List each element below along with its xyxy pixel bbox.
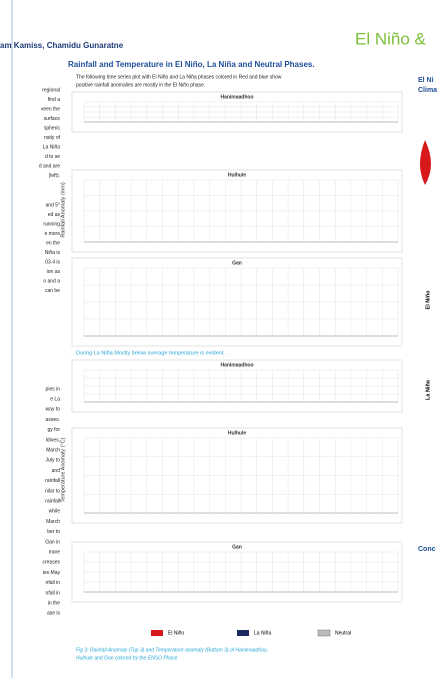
text-fragment: gy for <box>47 427 60 433</box>
legend-swatch <box>237 630 249 636</box>
poster-title: El Niño & <box>355 29 427 48</box>
panel-title: Gan <box>232 544 242 550</box>
panel-title: Gan <box>232 260 242 266</box>
legend-swatch <box>151 630 163 636</box>
text-fragment: can be <box>45 288 60 294</box>
finding-note: During La Niña Mostly below average temp… <box>76 350 225 356</box>
map-label: El Niño <box>425 290 431 310</box>
text-fragment: Gan in <box>45 539 60 545</box>
text-fragment: March <box>46 448 60 454</box>
panel-title: Hanimaadhoo <box>220 362 253 368</box>
text-fragment: regional <box>42 87 60 93</box>
right-heading: Clima <box>418 87 437 94</box>
authors: am Kamiss, Chamidu Gunaratne <box>0 41 124 50</box>
legend-label: La Niña <box>254 630 271 636</box>
legend-label: El Niño <box>168 630 184 636</box>
text-fragment: ed as <box>48 212 61 218</box>
text-fragment: o and a <box>43 278 60 284</box>
panel-title: Hanimaadhoo <box>220 94 253 100</box>
text-fragment: en the <box>46 240 60 246</box>
text-fragment: ies May <box>43 570 61 576</box>
chart-panels: Hanimaadhoo Hulhule Gan Hanimaadhoo Hulhule G… <box>71 91 403 603</box>
text-fragment: rainfall <box>45 478 60 484</box>
text-fragment: (left). <box>49 173 60 179</box>
section-heading: Rainfall and Temperature in El Niño, La … <box>68 60 315 69</box>
text-fragment: veen the <box>41 106 60 112</box>
text-fragment: d to se <box>45 154 60 160</box>
text-fragment: while <box>49 509 61 515</box>
text-fragment: nilar to <box>45 488 60 494</box>
map-shape <box>420 140 431 185</box>
text-fragment: way to <box>46 407 61 413</box>
text-fragment: running <box>43 221 60 227</box>
legend-label: Neutral <box>335 630 351 636</box>
text-fragment: nfall in <box>46 590 61 596</box>
map-label: La Niña <box>425 379 431 400</box>
text-fragment: La Niña <box>43 144 60 150</box>
intro-line: positive rainfall anomalies are mostly i… <box>76 82 205 88</box>
text-fragment: nsity of <box>44 135 60 141</box>
text-fragment: and <box>52 468 61 474</box>
figure-caption: Hulhule and Gan colored by the ENSO Phas… <box>76 655 178 661</box>
text-fragment: ldives, <box>46 437 60 443</box>
panel-title: Hulhule <box>228 172 247 178</box>
text-fragment: March <box>46 519 60 525</box>
text-fragment: in the <box>48 601 60 607</box>
y-axis-label: Rainfall Anomaly (mm) <box>60 182 66 237</box>
text-fragment: nfall in <box>46 580 61 586</box>
right-heading: El Ni <box>418 77 434 84</box>
legend-swatch <box>317 629 331 637</box>
text-fragment: July to <box>46 458 61 464</box>
text-fragment: and 5° <box>45 202 60 208</box>
text-fragment: e more <box>44 231 60 237</box>
text-fragment: ber to <box>47 529 60 535</box>
text-fragment: creases <box>42 560 60 566</box>
panel-title: Hulhule <box>228 430 247 436</box>
text-fragment: rainfall <box>45 499 60 505</box>
intro-line: The following time series plot with El N… <box>76 74 282 80</box>
figure-caption: Fig 3: Rainfall Anomaly (Top 3) and Temp… <box>76 647 268 653</box>
text-fragment: spheric <box>44 125 61 131</box>
text-fragment: pies in <box>46 386 61 392</box>
text-fragment: asses. <box>46 417 60 423</box>
text-fragment: d and are <box>39 163 60 169</box>
text-fragment: e La <box>50 397 60 403</box>
text-fragment: find a <box>48 97 60 103</box>
text-fragment: ion as <box>47 269 61 275</box>
text-fragment: 03.4 is <box>45 259 60 265</box>
text-fragment: surface <box>44 116 61 122</box>
text-fragment: more <box>49 550 61 556</box>
text-fragment: ase is <box>47 611 61 617</box>
text-fragment: Niña is <box>45 250 61 256</box>
right-heading: Conc <box>418 546 436 553</box>
y-axis-label: Temperature Anomaly (°C) <box>60 437 66 502</box>
left-column-text: regional find a veen the surface spheric nsit… <box>39 87 61 616</box>
